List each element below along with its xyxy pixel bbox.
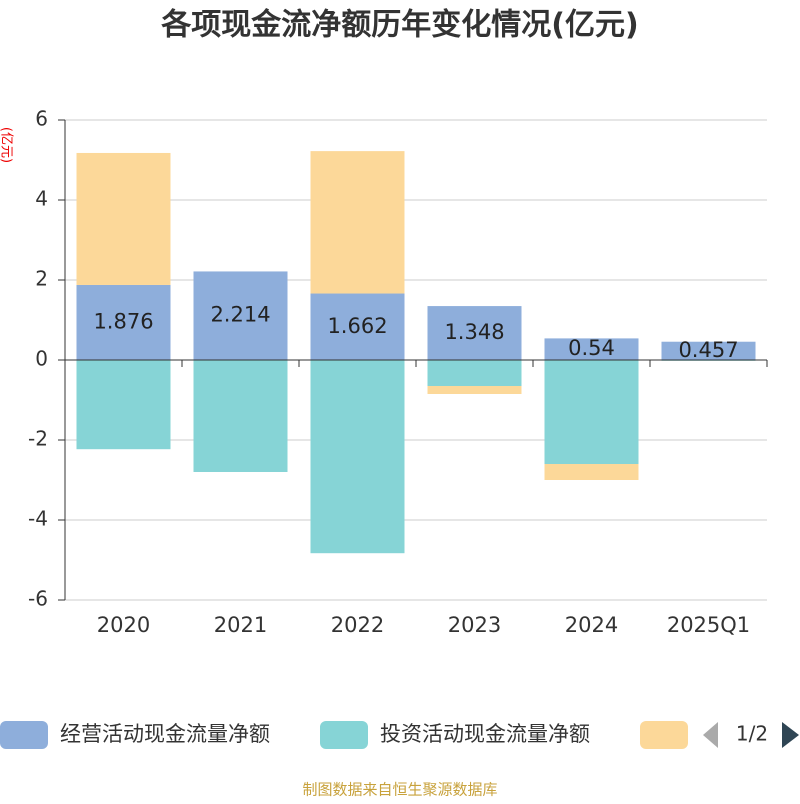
bar — [310, 293, 405, 360]
legend-page: 1/2 — [736, 722, 768, 746]
y-tick-label: -6 — [28, 587, 48, 611]
y-tick-label: -4 — [28, 507, 48, 531]
bar — [427, 386, 522, 394]
data-label: 1.348 — [444, 320, 504, 344]
legend-swatch[interactable] — [0, 721, 48, 749]
x-tick-label: 2021 — [214, 613, 267, 637]
y-tick-label: 6 — [35, 107, 48, 131]
y-tick-label: 0 — [35, 347, 48, 371]
y-axis-label: (亿元) — [0, 127, 14, 163]
bar — [76, 284, 171, 360]
bar — [427, 306, 522, 360]
bar — [544, 360, 639, 464]
data-label: 1.662 — [327, 314, 387, 338]
data-label: 0.54 — [568, 336, 615, 360]
legend-swatch[interactable] — [640, 721, 688, 749]
legend-next[interactable] — [782, 722, 799, 748]
bar — [310, 151, 405, 294]
y-tick-label: 2 — [35, 267, 48, 291]
data-label: 0.457 — [678, 338, 738, 362]
bar — [193, 360, 288, 472]
bar — [76, 360, 171, 450]
data-label: 1.876 — [93, 309, 153, 333]
y-tick-label: 4 — [35, 187, 48, 211]
legend-swatch[interactable] — [320, 721, 368, 749]
data-label: 2.214 — [210, 303, 270, 327]
source-note: 制图数据来自恒生聚源数据库 — [302, 781, 497, 799]
x-tick-label: 2024 — [565, 613, 618, 637]
legend-label[interactable]: 经营活动现金流量净额 — [60, 722, 270, 746]
legend-prev[interactable] — [703, 722, 718, 748]
bar — [544, 464, 639, 480]
x-tick-label: 2025Q1 — [667, 613, 750, 637]
bar — [193, 271, 288, 360]
x-tick-label: 2023 — [448, 613, 501, 637]
bar — [544, 338, 639, 360]
legend-label[interactable]: 投资活动现金流量净额 — [380, 722, 590, 746]
x-tick-label: 2022 — [331, 613, 384, 637]
x-tick-label: 2020 — [97, 613, 150, 637]
bar — [661, 341, 756, 360]
y-tick-label: -2 — [28, 427, 48, 451]
bar — [310, 360, 405, 554]
chart-title: 各项现金流净额历年变化情况(亿元) — [160, 8, 638, 43]
bar — [76, 152, 171, 285]
bar — [427, 360, 522, 386]
